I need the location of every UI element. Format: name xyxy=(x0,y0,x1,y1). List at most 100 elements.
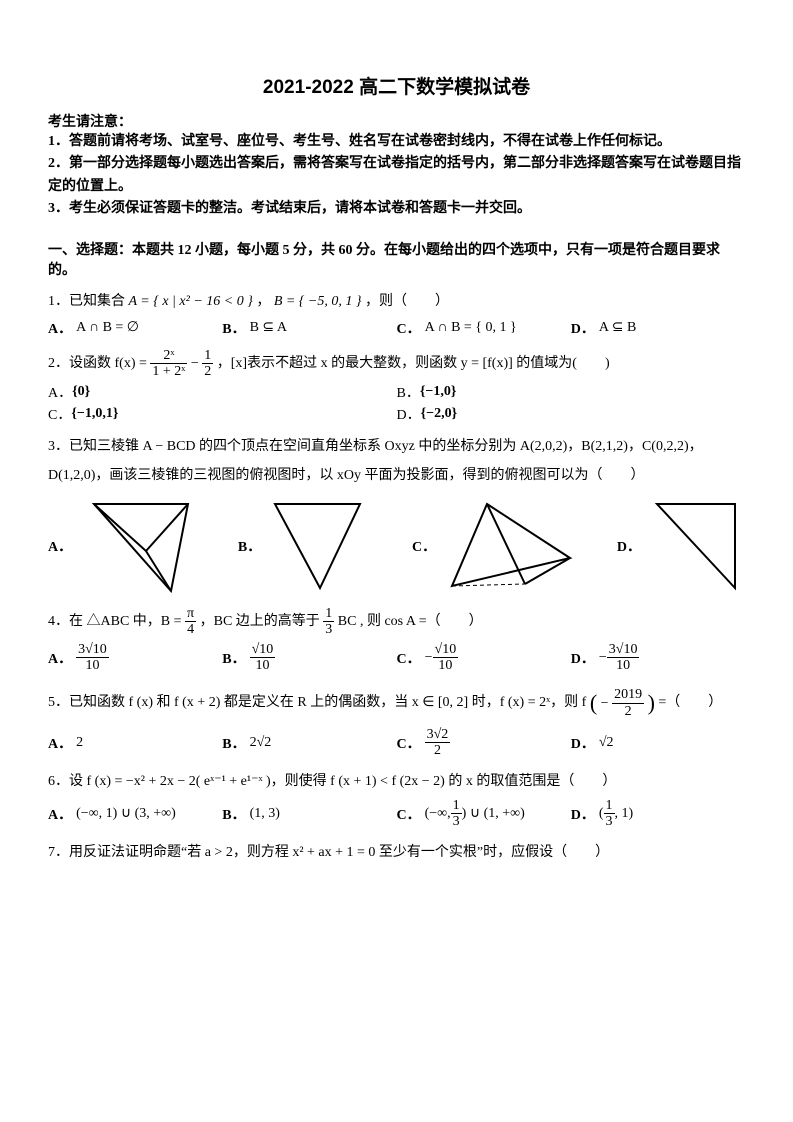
q3-figC-icon xyxy=(440,496,575,596)
q5-inner-num: 2019 xyxy=(612,687,644,703)
q6-optD-num: 1 xyxy=(604,798,615,814)
q7: 7．用反证法证明命题“若 a > 2，则方程 x² + ax + 1 = 0 至… xyxy=(48,840,745,865)
q2-optB: {−1,0} xyxy=(420,384,457,400)
exam-title: 2021-2022 高二下数学模拟试卷 xyxy=(48,72,745,99)
q4-stem-c: BC , 则 cos A =（ ） xyxy=(338,614,483,629)
q1-optD: A ⊆ B xyxy=(599,319,636,336)
q5-optC-den: 2 xyxy=(425,743,451,758)
q2-row2: C．{−1,0,1} D．{−2,0} xyxy=(48,404,745,424)
notes-head: 考生请注意： xyxy=(48,111,745,131)
q3-stem-b: D(1,2,0)，画该三棱锥的三视图的俯视图时，以 xOy 平面为投影面，得到的… xyxy=(48,468,645,483)
q5-options: A．2 B．2√2 C． 3√22 D．√2 xyxy=(48,727,745,759)
q2-frac1-den: 1 + 2ˣ xyxy=(150,364,187,379)
q6: 6．设 f (x) = −x² + 2x − 2( eˣ⁻¹ + e¹⁻ˣ )，… xyxy=(48,769,745,794)
q7-stem: 7．用反证法证明命题“若 a > 2，则方程 x² + ax + 1 = 0 至… xyxy=(48,845,609,860)
q1-options: A．A ∩ B = ∅ B．B ⊆ A C．A ∩ B = { 0, 1 } D… xyxy=(48,318,745,338)
q2-optD: {−2,0} xyxy=(421,406,458,422)
q2-optA-label: A． xyxy=(48,382,72,402)
q4-stem-b: ，BC 边上的高等于 xyxy=(200,614,324,629)
q4-optC-den: 10 xyxy=(433,658,459,673)
q5-optC-label: C． xyxy=(397,733,421,753)
q5-stem-a: 5．已知函数 f (x) 和 f (x + 2) 都是定义在 R 上的偶函数，当… xyxy=(48,695,586,710)
q4-stem-a: 4．在 △ABC 中，B = xyxy=(48,614,185,629)
q2-stem-a: 2．设函数 f(x) = xyxy=(48,356,150,371)
q6-optD-label: D． xyxy=(571,804,595,824)
q5-optC-num: 3√2 xyxy=(425,727,451,743)
q1-optD-label: D． xyxy=(571,318,595,338)
q1-sep: ， xyxy=(256,294,270,309)
q5-paren-r: ) xyxy=(648,690,655,715)
q6-optA: (−∞, 1) ∪ (3, +∞) xyxy=(76,805,176,822)
q3-figB-label: B． xyxy=(238,536,261,556)
q5-optA: 2 xyxy=(76,735,83,751)
q3: 3．已知三棱锥 A − BCD 的四个顶点在空间直角坐标系 Oxyz 中的坐标分… xyxy=(48,434,745,459)
q6-optC-b: ) ∪ (1, +∞) xyxy=(462,805,525,822)
q1-optA: A ∩ B = ∅ xyxy=(76,319,139,336)
q4-optB-label: B． xyxy=(222,648,245,668)
q1-tail: ，则（ ） xyxy=(365,294,449,309)
q1-setB: B = { −5, 0, 1 } xyxy=(274,294,362,309)
q3-figB-icon xyxy=(265,496,370,596)
q5-optB: 2√2 xyxy=(250,735,272,751)
q1-stem-a: 1．已知集合 xyxy=(48,294,129,309)
q5-optD: √2 xyxy=(599,735,614,751)
note-3: 3．考生必须保证答题卡的整洁。考试结束后，请将本试卷和答题卡一并交回。 xyxy=(48,198,745,220)
q3-figD-label: D． xyxy=(617,536,641,556)
q6-optB: (1, 3) xyxy=(250,806,280,822)
q1-optC: A ∩ B = { 0, 1 } xyxy=(425,320,517,336)
q1-optB: B ⊆ A xyxy=(250,319,287,336)
q4-optD-den: 10 xyxy=(607,658,640,673)
q5-inner-den: 2 xyxy=(612,704,644,719)
q5-optA-label: A． xyxy=(48,733,72,753)
q5-optB-label: B． xyxy=(222,733,245,753)
q1-optB-label: B． xyxy=(222,318,245,338)
q6-optC-label: C． xyxy=(397,804,421,824)
q5-tail: =（ ） xyxy=(658,695,722,710)
q4-optD-pre: − xyxy=(599,650,607,666)
q2-stem-b: ，[x]表示不超过 x 的最大整数，则函数 y = [f(x)] 的值域为( ) xyxy=(217,356,610,371)
q4-optD-num: 3√10 xyxy=(607,642,640,658)
q3-figC-label: C． xyxy=(412,536,436,556)
q6-optA-label: A． xyxy=(48,804,72,824)
q2-frac2-num: 1 xyxy=(202,348,213,364)
q3-figD-icon xyxy=(645,496,745,596)
section1-head: 一、选择题：本题共 12 小题，每小题 5 分，共 60 分。在每小题给出的四个… xyxy=(48,239,745,279)
q6-optC-num: 1 xyxy=(451,798,462,814)
q4-options: A． 3√1010 B． √1010 C． − √1010 D． − 3√101… xyxy=(48,642,745,674)
q4-optD-label: D． xyxy=(571,648,595,668)
q6-optD-den: 3 xyxy=(604,814,615,829)
q2-frac2-den: 2 xyxy=(202,364,213,379)
q5-paren-l: ( xyxy=(590,690,597,715)
q2-frac1-num: 2ˣ xyxy=(150,348,187,364)
q3b: D(1,2,0)，画该三棱锥的三视图的俯视图时，以 xOy 平面为投影面，得到的… xyxy=(48,463,745,488)
q4-h-den: 3 xyxy=(323,622,334,637)
q6-optC-den: 3 xyxy=(451,814,462,829)
q2-row1: A．{0} B．{−1,0} xyxy=(48,382,745,402)
q4-optA-num: 3√10 xyxy=(76,642,109,658)
q2-optC: {−1,0,1} xyxy=(71,406,118,422)
q1-optC-label: C． xyxy=(397,318,421,338)
q2: 2．设函数 f(x) = 2ˣ1 + 2ˣ − 12 ，[x]表示不超过 x 的… xyxy=(48,348,745,380)
q4-optC-num: √10 xyxy=(433,642,459,658)
q4-B-num: π xyxy=(185,606,196,622)
q4-optA-den: 10 xyxy=(76,658,109,673)
note-1: 1．答题前请将考场、试室号、座位号、考生号、姓名写在试卷密封线内，不得在试卷上作… xyxy=(48,131,745,153)
q6-optB-label: B． xyxy=(222,804,245,824)
q2-optD-label: D． xyxy=(397,404,421,424)
q4-h-num: 1 xyxy=(323,606,334,622)
q4-optC-pre: − xyxy=(425,650,433,666)
q2-minus: − xyxy=(191,356,202,371)
q3-figA-label: A． xyxy=(48,536,72,556)
q3-figA-icon xyxy=(76,496,196,596)
q4-optC-label: C． xyxy=(397,648,421,668)
q5-inner-pre: − xyxy=(601,691,609,716)
q4-B-den: 4 xyxy=(185,622,196,637)
q5-optD-label: D． xyxy=(571,733,595,753)
q2-optC-label: C． xyxy=(48,404,71,424)
q4-optB-den: 10 xyxy=(250,658,276,673)
q3-figures: A． B． C． D． xyxy=(48,496,745,596)
q6-optD-b: , 1) xyxy=(615,806,634,822)
q2-optA: {0} xyxy=(72,384,90,400)
q2-optB-label: B． xyxy=(397,382,420,402)
q1-setA: A = { x | x² − 16 < 0 } xyxy=(129,294,253,309)
